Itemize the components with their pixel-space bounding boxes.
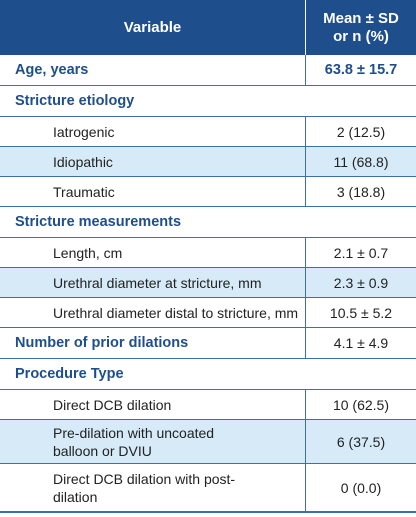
row-value: 6 (37.5) [336, 433, 386, 450]
section-title: Stricture etiology [15, 93, 135, 109]
row-value: 10 (62.5) [332, 396, 390, 413]
row-value: 10.5 ± 5.2 [329, 304, 393, 321]
table-row: Traumatic 3 (18.8) [0, 177, 416, 207]
row-label: Iatrogenic [0, 117, 306, 146]
table-row: Idiopathic 11 (68.8) [0, 147, 416, 177]
row-label-text: Direct DCB dilation with post-dilation [53, 470, 236, 505]
header-variable: Variable [0, 0, 306, 55]
row-value: 3 (18.8) [336, 183, 386, 200]
section-title: Procedure Type [15, 366, 124, 382]
row-label: Number of prior dilations [0, 328, 306, 358]
row-value: 2.1 ± 0.7 [333, 244, 389, 261]
table-header: Variable Mean ± SD or n (%) [0, 0, 416, 55]
row-value: 0 (0.0) [340, 479, 382, 496]
header-stat: Mean ± SD or n (%) [306, 0, 416, 55]
row-label: Urethral diameter at stricture, mm [0, 268, 306, 297]
row-label: Urethral diameter distal to stricture, m… [0, 298, 306, 327]
row-label: Pre-dilation with uncoated balloon or DV… [0, 420, 306, 463]
table-row-prior-dilations: Number of prior dilations 4.1 ± 4.9 [0, 328, 416, 359]
table-row: Urethral diameter at stricture, mm 2.3 ±… [0, 268, 416, 298]
section-etiology: Stricture etiology [0, 86, 416, 117]
row-label: Traumatic [0, 177, 306, 206]
section-title: Stricture measurements [15, 214, 182, 230]
row-label: Idiopathic [0, 147, 306, 176]
row-label: Direct DCB dilation [0, 390, 306, 419]
table-row: Urethral diameter distal to stricture, m… [0, 298, 416, 328]
table-row: Pre-dilation with uncoated balloon or DV… [0, 420, 416, 464]
row-label-text: Pre-dilation with uncoated balloon or DV… [53, 424, 215, 459]
row-value: 63.8 ± 15.7 [324, 62, 398, 78]
section-measurements: Stricture measurements [0, 207, 416, 238]
table-row: Direct DCB dilation with post-dilation 0… [0, 464, 416, 513]
row-value: 2 (12.5) [336, 123, 386, 140]
row-value: 2.3 ± 0.9 [333, 274, 389, 291]
row-label: Direct DCB dilation with post-dilation [0, 464, 306, 511]
table-row-age: Age, years 63.8 ± 15.7 [0, 55, 416, 86]
table-row: Direct DCB dilation 10 (62.5) [0, 390, 416, 420]
row-value: 4.1 ± 4.9 [333, 335, 389, 351]
row-label: Length, cm [0, 238, 306, 267]
header-stat-label: Mean ± SD or n (%) [323, 9, 399, 45]
section-procedure: Procedure Type [0, 359, 416, 390]
table-row: Length, cm 2.1 ± 0.7 [0, 238, 416, 268]
row-label: Age, years [0, 55, 306, 85]
table-row: Iatrogenic 2 (12.5) [0, 117, 416, 147]
row-value: 11 (68.8) [333, 153, 389, 170]
